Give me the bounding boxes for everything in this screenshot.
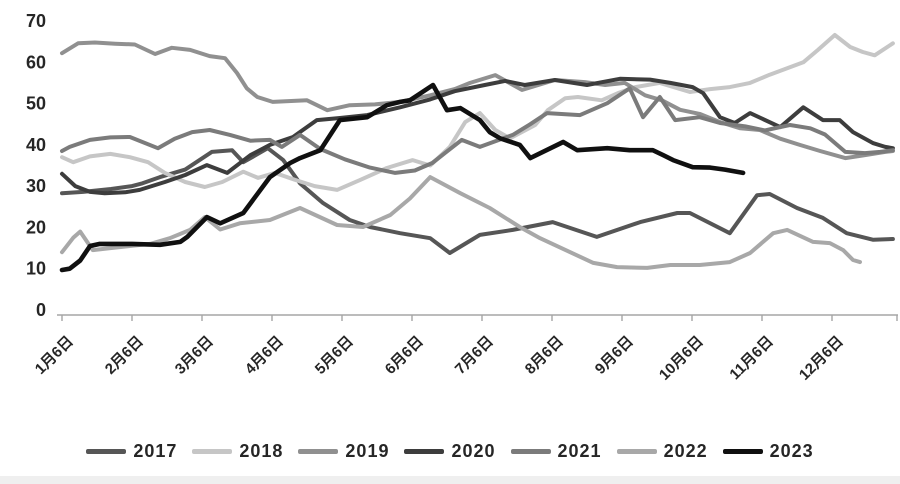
- series-line-2018: [60, 33, 895, 192]
- x-axis-label-11: 11月6日: [726, 333, 776, 383]
- legend-swatch-2018: [192, 449, 233, 454]
- series-line-2021: [60, 86, 895, 175]
- y-axis-label-70: 70: [26, 11, 46, 31]
- legend-swatch-2019: [298, 449, 339, 454]
- y-axis-label-30: 30: [26, 176, 46, 196]
- legend-label-2017: 2017: [133, 441, 178, 461]
- legend-item-2022: 2022: [616, 441, 708, 462]
- legend-label-2023: 2023: [769, 441, 814, 461]
- y-axis-label-10: 10: [26, 259, 46, 279]
- legend-label-2019: 2019: [345, 441, 390, 461]
- legend-item-2020: 2020: [404, 441, 495, 462]
- x-axis-label-5: 5月6日: [312, 333, 357, 378]
- legend-swatch-2020: [404, 449, 445, 454]
- legend-swatch-2023: [722, 449, 763, 454]
- legend-item-2019: 2019: [298, 441, 389, 462]
- x-axis-label-8: 8月6日: [522, 333, 567, 378]
- x-axis-label-10: 10月6日: [656, 333, 707, 384]
- x-axis-label-6: 6月6日: [382, 333, 427, 378]
- y-axis-label-50: 50: [26, 94, 46, 114]
- legend-swatch-2017: [86, 449, 127, 454]
- x-axis-label-4: 4月6日: [242, 333, 287, 378]
- series-line-2019: [60, 40, 895, 161]
- x-axis-label-3: 3月6日: [172, 333, 217, 378]
- legend-label-2018: 2018: [239, 441, 284, 461]
- x-axis-label-2: 2月6日: [102, 333, 147, 378]
- series-line-2023: [59, 82, 746, 273]
- x-axis-label-1: 1月6日: [32, 333, 77, 378]
- legend-item-2021: 2021: [510, 441, 602, 462]
- series-line-2020: [60, 76, 895, 196]
- legend-item-2023: 2023: [722, 441, 814, 462]
- series-line-2022: [60, 175, 862, 270]
- y-axis-label-0: 0: [36, 300, 46, 320]
- legend-label-2020: 2020: [451, 441, 496, 461]
- legend-item-2018: 2018: [192, 441, 283, 462]
- legend-label-2022: 2022: [663, 441, 708, 461]
- x-axis-label-9: 9月6日: [592, 333, 637, 378]
- legend-swatch-2022: [616, 449, 657, 454]
- y-axis-label-40: 40: [26, 135, 46, 155]
- legend-item-2017: 2017: [86, 441, 177, 462]
- y-axis-label-60: 60: [26, 52, 46, 72]
- y-axis-label-20: 20: [26, 217, 46, 237]
- chart-legend: 2017 2018 2019 2020 2021 2022 2023: [0, 441, 900, 462]
- legend-label-2021: 2021: [557, 441, 602, 461]
- x-axis-label-12: 12月6日: [796, 333, 847, 384]
- x-axis-label-7: 7月6日: [452, 333, 497, 378]
- bottom-strip: [0, 476, 900, 484]
- legend-swatch-2021: [510, 449, 551, 454]
- series-line-2017: [60, 146, 895, 255]
